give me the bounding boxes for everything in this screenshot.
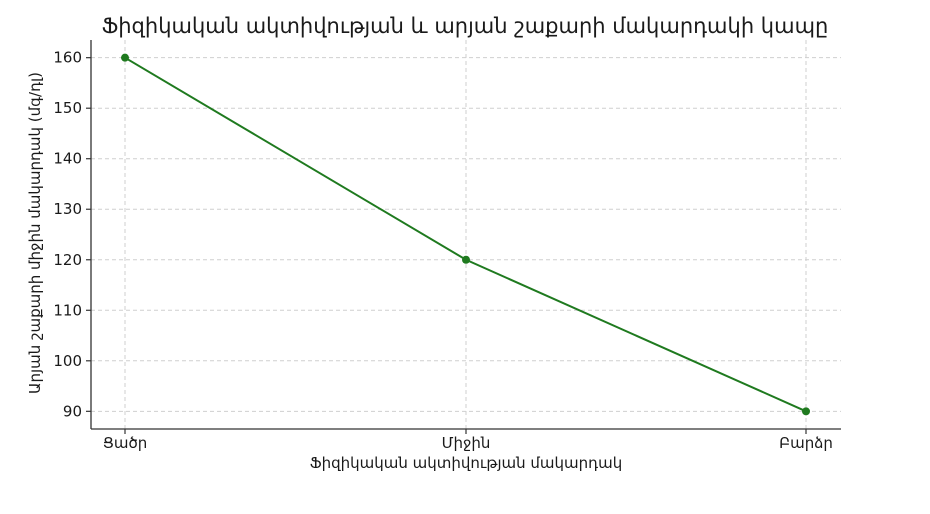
y-tick-label: 100 [53,352,82,370]
y-tick-label: 130 [53,200,82,218]
y-axis-label: Արյան շաքարի միջին մակարդակ (մգ/դլ) [26,72,44,394]
data-series [121,53,810,416]
data-point [802,407,810,416]
y-tick-label: 140 [53,150,82,168]
y-ticks: 90 100 110 120 130 140 150 160 [53,49,91,420]
x-axis-label: Ֆիզիկական ակտիվության մակարդակ [310,454,623,472]
y-tick-label: 120 [53,251,82,269]
y-tick-label: 110 [53,301,82,319]
data-point [121,53,129,62]
x-tick-label: Ցածր [103,434,148,452]
y-tick-label: 90 [63,402,82,420]
y-tick-label: 150 [53,99,82,117]
y-tick-label: 160 [53,49,82,67]
x-tick-label: Միջին [442,434,491,452]
chart-title: Ֆիզիկական ակտիվության և արյան շաքարի մակ… [102,14,829,38]
grid [91,40,841,429]
x-tick-label: Բարձր [779,434,833,452]
data-point [462,255,470,264]
x-ticks: Ցածր Միջին Բարձր [103,429,833,452]
